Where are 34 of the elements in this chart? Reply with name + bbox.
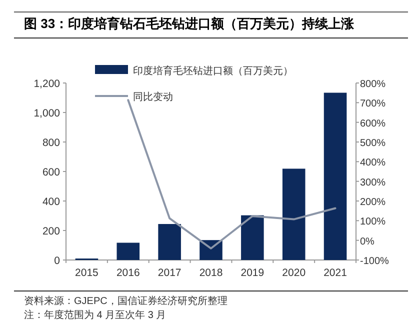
y2-tick-label: 100%: [360, 216, 386, 228]
bar: [158, 224, 181, 260]
chart-title: 图 33：印度培育钻石毛坯钻进口额（百万美元）持续上涨: [24, 16, 356, 31]
y2-tick-label: 0%: [360, 236, 375, 248]
y2-tick-label: 200%: [360, 197, 386, 208]
y2-tick-label: 600%: [360, 118, 386, 130]
y2-tick-label: 300%: [360, 177, 386, 188]
y-tick-label: 200: [42, 226, 60, 238]
bar: [116, 242, 140, 260]
x-tick-label: 2015: [75, 267, 99, 279]
x-tick-label: 2021: [324, 267, 348, 279]
y2-tick-label: 500%: [360, 138, 386, 149]
x-tick-label: 2018: [199, 267, 223, 279]
y-tick-label: 1,200: [34, 78, 60, 90]
legend-label: 同比变动: [133, 91, 173, 103]
x-tick-label: 2017: [158, 267, 182, 279]
y-tick-label: 600: [42, 166, 60, 178]
y2-tick-label: -100%: [360, 256, 390, 267]
bar: [282, 168, 306, 260]
x-tick-label: 2019: [240, 267, 264, 279]
legend-label: 印度培育毛坯钻进口额（百万美元）: [133, 65, 293, 77]
y2-tick-label: 800%: [360, 79, 386, 90]
y2-tick-label: 400%: [360, 158, 386, 169]
y-tick-label: 0: [54, 255, 60, 267]
text: 注：年度范围为 4 月至次年 3 月: [24, 309, 166, 321]
x-tick-label: 2020: [282, 267, 306, 279]
y-tick-label: 800: [42, 137, 60, 149]
x-tick-label: 2016: [116, 267, 140, 279]
bar: [324, 92, 347, 260]
y-tick-label: 1,000: [34, 108, 60, 120]
bar: [241, 215, 264, 260]
y2-tick-label: 700%: [360, 98, 386, 110]
text: 资料来源：GJEPC，国信证券经济研究所整理: [24, 295, 228, 307]
y-tick-label: 400: [42, 196, 60, 208]
